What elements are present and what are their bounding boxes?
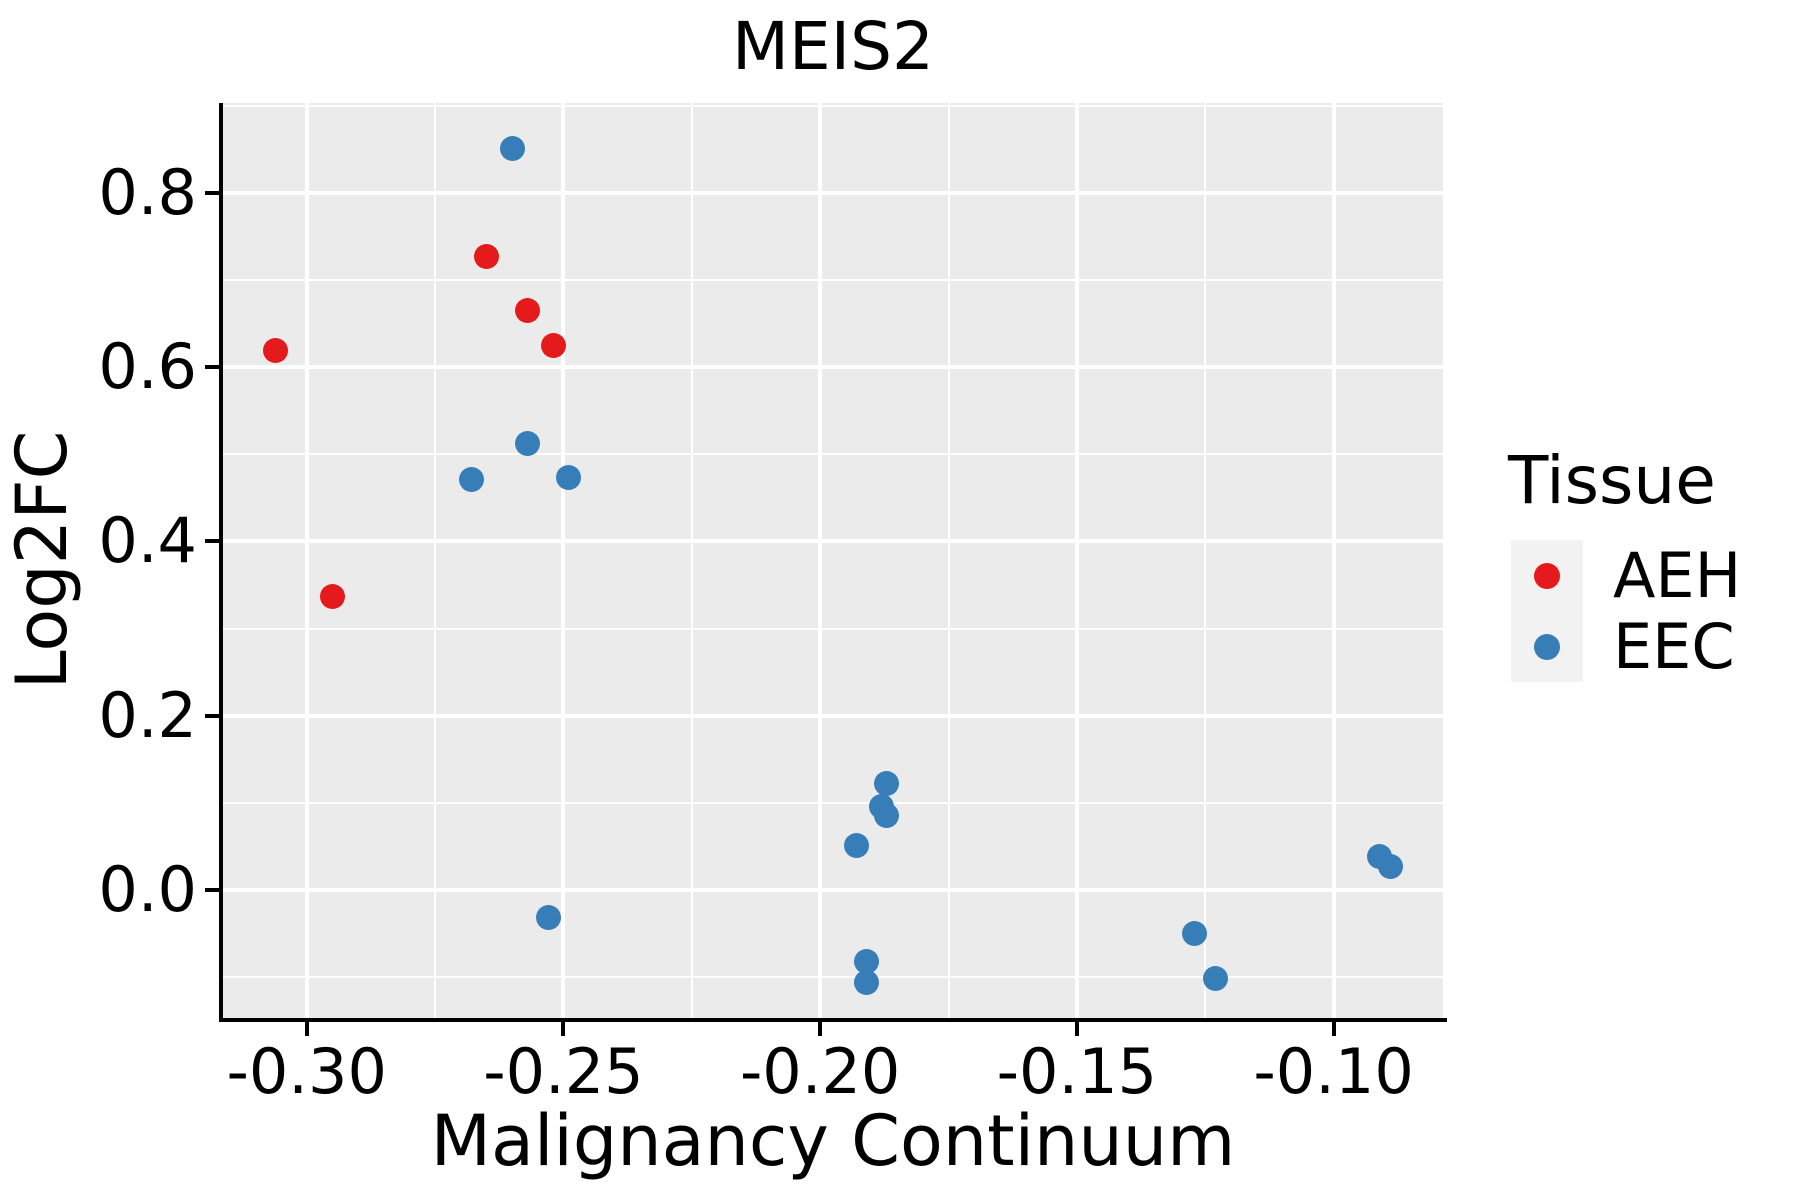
data-point-eec <box>874 771 900 797</box>
data-point-eec <box>853 948 879 974</box>
data-point-eec <box>853 969 879 995</box>
y-tick-mark <box>205 887 219 892</box>
data-point-eec <box>1377 853 1403 879</box>
x-tick-mark <box>304 1022 309 1036</box>
x-minor-gridline <box>947 103 950 1018</box>
data-point-eec <box>499 135 525 161</box>
x-major-gridline <box>1331 103 1336 1018</box>
data-point-eec <box>843 833 869 859</box>
y-tick-label: 0.0 <box>98 852 197 926</box>
legend-item-eec: EEC <box>1511 611 1796 682</box>
x-major-gridline <box>818 103 823 1018</box>
x-tick-label: -0.15 <box>996 1035 1158 1108</box>
data-point-aeh <box>473 243 499 269</box>
legend-key-box <box>1511 611 1583 682</box>
legend: Tissue AEH EEC <box>1506 442 1796 682</box>
plot-title: MEIS2 <box>732 8 934 85</box>
y-major-gridline <box>223 190 1443 195</box>
data-point-eec <box>874 802 900 828</box>
plot-panel <box>223 103 1443 1018</box>
y-major-gridline <box>223 887 1443 892</box>
data-point-eec <box>535 905 561 931</box>
x-tick-mark <box>818 1022 823 1036</box>
x-major-gridline <box>304 103 309 1018</box>
aeh-point-icon <box>1534 562 1560 589</box>
x-tick-label: -0.25 <box>483 1035 644 1108</box>
data-point-aeh <box>540 332 566 358</box>
data-point-eec <box>1203 966 1229 992</box>
y-tick-label: 0.8 <box>98 155 197 229</box>
legend-title: Tissue <box>1508 442 1716 519</box>
x-minor-gridline <box>690 103 693 1018</box>
y-tick-label: 0.2 <box>98 678 197 752</box>
legend-label-eec: EEC <box>1613 610 1735 683</box>
data-point-aeh <box>319 583 345 609</box>
y-major-gridline <box>223 365 1443 370</box>
x-axis-title: Malignancy Continuum <box>430 1100 1236 1182</box>
y-minor-gridline <box>223 976 1443 979</box>
data-point-eec <box>458 467 484 493</box>
x-minor-gridline <box>434 103 437 1018</box>
x-major-gridline <box>561 103 566 1018</box>
data-point-aeh <box>514 297 540 323</box>
legend-item-aeh: AEH <box>1511 540 1796 611</box>
x-major-gridline <box>1074 103 1079 1018</box>
data-point-aeh <box>263 338 289 364</box>
x-axis-line <box>219 1018 1447 1022</box>
y-tick-mark <box>205 713 219 718</box>
y-minor-gridline <box>223 104 1443 107</box>
y-tick-mark <box>205 539 219 544</box>
y-minor-gridline <box>223 453 1443 456</box>
y-tick-mark <box>205 190 219 195</box>
y-major-gridline <box>223 713 1443 718</box>
y-minor-gridline <box>223 627 1443 630</box>
x-tick-label: -0.20 <box>739 1035 901 1108</box>
x-tick-mark <box>1331 1022 1336 1036</box>
data-point-eec <box>514 431 540 457</box>
y-tick-mark <box>205 365 219 370</box>
eec-point-icon <box>1534 633 1560 660</box>
y-tick-label: 0.6 <box>98 330 197 404</box>
y-axis-line <box>219 103 223 1022</box>
x-tick-label: -0.30 <box>226 1035 387 1108</box>
x-tick-mark <box>561 1022 566 1036</box>
y-minor-gridline <box>223 278 1443 281</box>
legend-items: AEH EEC <box>1511 540 1796 682</box>
x-tick-mark <box>1074 1022 1079 1036</box>
legend-key-box <box>1511 540 1583 611</box>
legend-label-aeh: AEH <box>1613 539 1742 612</box>
x-tick-label: -0.10 <box>1253 1035 1414 1108</box>
y-tick-label: 0.4 <box>98 504 197 578</box>
y-minor-gridline <box>223 801 1443 804</box>
data-point-eec <box>1182 921 1208 947</box>
x-minor-gridline <box>1204 103 1207 1018</box>
data-point-eec <box>556 465 582 491</box>
y-major-gridline <box>223 539 1443 544</box>
